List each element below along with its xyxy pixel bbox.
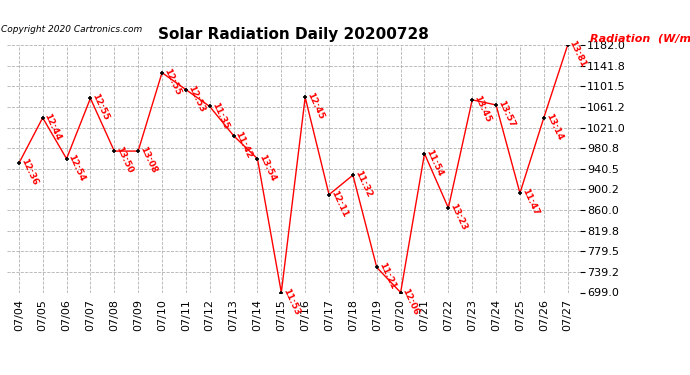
Point <box>109 148 120 154</box>
Point <box>180 87 191 93</box>
Text: 13:57: 13:57 <box>496 99 516 129</box>
Text: 11:32: 11:32 <box>353 169 373 199</box>
Text: 11:47: 11:47 <box>520 187 540 217</box>
Point <box>37 115 48 121</box>
Point <box>276 290 287 296</box>
Point <box>443 205 454 211</box>
Text: 12:55: 12:55 <box>90 93 110 122</box>
Text: 11:21: 11:21 <box>377 261 397 291</box>
Text: 13:50: 13:50 <box>115 145 135 175</box>
Point <box>515 190 526 196</box>
Point <box>61 156 72 162</box>
Text: 12:54: 12:54 <box>66 153 87 183</box>
Text: 12:44: 12:44 <box>43 112 63 142</box>
Text: Radiation  (W/m2): Radiation (W/m2) <box>590 34 690 44</box>
Point <box>538 115 549 121</box>
Point <box>491 102 502 108</box>
Point <box>466 97 477 103</box>
Text: 11:53: 11:53 <box>282 286 302 316</box>
Point <box>157 70 168 76</box>
Text: 12:55: 12:55 <box>162 67 182 97</box>
Text: 13:54: 13:54 <box>257 153 278 183</box>
Text: 11:42: 11:42 <box>234 130 254 160</box>
Point <box>371 264 382 270</box>
Text: 12:45: 12:45 <box>305 92 326 121</box>
Point <box>85 95 96 101</box>
Text: 13:08: 13:08 <box>138 145 158 175</box>
Point <box>562 42 573 48</box>
Point <box>204 104 215 110</box>
Text: 13:81: 13:81 <box>568 39 588 69</box>
Point <box>299 94 310 100</box>
Text: 13:45: 13:45 <box>472 94 493 124</box>
Text: 11:54: 11:54 <box>424 148 445 178</box>
Point <box>228 133 239 139</box>
Text: 12:36: 12:36 <box>19 158 39 187</box>
Point <box>13 160 24 166</box>
Text: 12:53: 12:53 <box>186 84 206 114</box>
Text: 13:23: 13:23 <box>448 202 469 232</box>
Point <box>324 192 335 198</box>
Point <box>252 156 263 162</box>
Title: Solar Radiation Daily 20200728: Solar Radiation Daily 20200728 <box>158 27 428 42</box>
Text: 12:11: 12:11 <box>329 189 349 219</box>
Text: Copyright 2020 Cartronics.com: Copyright 2020 Cartronics.com <box>1 25 142 34</box>
Point <box>419 151 430 157</box>
Point <box>395 290 406 296</box>
Text: 12:06: 12:06 <box>401 286 421 316</box>
Text: 13:14: 13:14 <box>544 112 564 142</box>
Text: 11:35: 11:35 <box>210 100 230 130</box>
Point <box>132 148 144 154</box>
Point <box>347 172 358 178</box>
